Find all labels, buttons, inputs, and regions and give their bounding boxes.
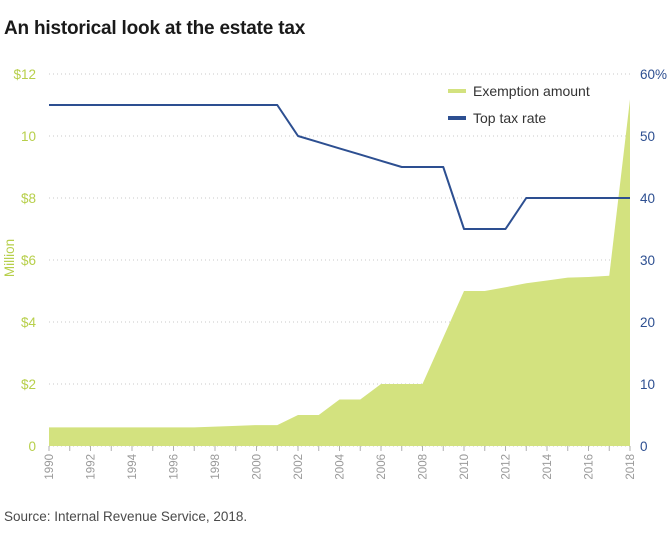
x-tick-label: 2002 [293, 454, 305, 480]
tax-rate-line-layer [49, 104, 630, 230]
y-axis-label: Million [2, 239, 17, 277]
y-tick-label-right: 30 [640, 253, 655, 268]
y-tick-label-left: 10 [21, 129, 36, 144]
y-tick-label-right: 0 [640, 439, 648, 454]
x-tick-label: 2012 [501, 454, 513, 480]
y-tick-label-left: 0 [28, 439, 36, 454]
tax-rate-line [49, 104, 630, 230]
y-tick-label-left: $4 [21, 315, 37, 330]
x-tick-label: 1992 [86, 454, 98, 480]
y-tick-label-right: 40 [640, 191, 655, 206]
exemption-area [49, 99, 630, 447]
y-tick-label-right: 20 [640, 315, 655, 330]
source-note: Source: Internal Revenue Service, 2018. [4, 509, 248, 524]
y-tick-label-left: $8 [21, 191, 36, 206]
y-tick-label-left: $2 [21, 377, 36, 392]
y-tick-label-right: 60% [640, 67, 667, 82]
y-tick-label-right: 10 [640, 377, 655, 392]
legend: Exemption amount Top tax rate [448, 83, 590, 126]
x-tick-label: 2008 [418, 454, 430, 480]
x-tick-label: 2000 [252, 454, 264, 480]
y-tick-label-left: $6 [21, 253, 36, 268]
y-tick-label-right: 50 [640, 129, 655, 144]
x-tick-label: 1990 [44, 454, 56, 480]
y-axis-left: 0 $2 $4 $6 $8 10 $12 [13, 67, 36, 454]
x-tick-label: 2004 [335, 453, 347, 479]
y-tick-label-left: $12 [13, 67, 36, 82]
x-tick-label: 1996 [169, 454, 181, 480]
x-tick-label: 2006 [376, 454, 388, 480]
x-tick-label: 1994 [127, 453, 139, 479]
x-tick-label: 2016 [584, 454, 596, 480]
x-axis: 1990 1992 1994 1996 1998 2000 2002 2004 2006 2008… [44, 446, 637, 480]
y-axis-right: 0 10 20 30 40 50 60% [640, 67, 667, 454]
chart-title: An historical look at the estate tax [4, 18, 306, 39]
x-tick-label: 1998 [210, 454, 222, 480]
x-tick-label: 2010 [459, 454, 471, 480]
legend-label-exemption: Exemption amount [473, 83, 590, 99]
legend-label-tax-rate: Top tax rate [473, 110, 546, 126]
x-tick-label: 2018 [625, 454, 637, 480]
x-tick-label: 2014 [542, 453, 554, 479]
exemption-area-layer [49, 99, 630, 447]
